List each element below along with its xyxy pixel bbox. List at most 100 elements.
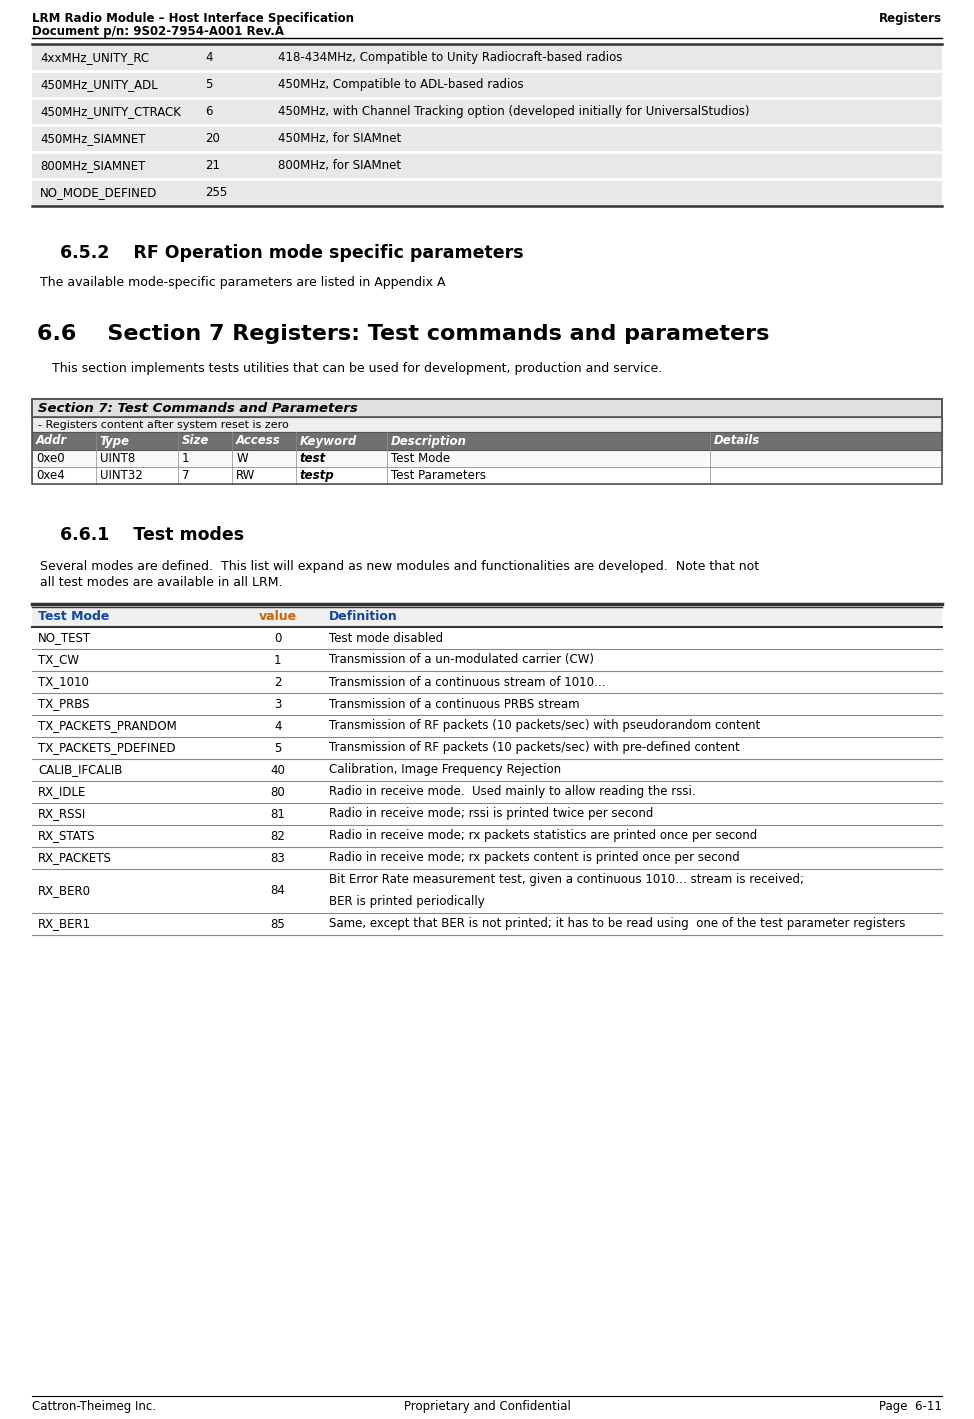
Text: 40: 40 (270, 763, 285, 776)
Text: BER is printed periodically: BER is printed periodically (329, 895, 485, 908)
Text: Transmission of a continuous PRBS stream: Transmission of a continuous PRBS stream (329, 698, 580, 711)
Text: LRM Radio Module – Host Interface Specification: LRM Radio Module – Host Interface Specif… (32, 11, 354, 26)
Text: TX_PRBS: TX_PRBS (38, 698, 90, 711)
Bar (32, 467, 942, 484)
Text: - Registers content after system reset is zero: - Registers content after system reset i… (38, 420, 288, 430)
Text: RX_STATS: RX_STATS (38, 830, 95, 843)
Text: 82: 82 (270, 830, 285, 843)
Text: RW: RW (237, 470, 255, 482)
Text: 0: 0 (274, 631, 281, 644)
Text: 4: 4 (274, 719, 281, 732)
Text: 800MHz, for SIAMnet: 800MHz, for SIAMnet (279, 159, 401, 172)
Bar (32, 71, 942, 98)
Text: Page  6-11: Page 6-11 (880, 1401, 942, 1413)
Text: Test mode disabled: Test mode disabled (329, 631, 443, 644)
Text: CALIB_IFCALIB: CALIB_IFCALIB (38, 763, 123, 776)
Text: value: value (259, 610, 297, 623)
Text: RX_IDLE: RX_IDLE (38, 786, 87, 799)
Text: 450MHz_UNITY_CTRACK: 450MHz_UNITY_CTRACK (40, 105, 181, 118)
Text: 255: 255 (206, 186, 228, 199)
Text: RX_BER0: RX_BER0 (38, 884, 91, 897)
Text: RX_RSSI: RX_RSSI (38, 807, 87, 820)
Text: Test Mode: Test Mode (391, 453, 450, 465)
Text: TX_1010: TX_1010 (38, 675, 89, 688)
Bar (32, 431, 942, 450)
Bar (32, 98, 942, 125)
Text: NO_TEST: NO_TEST (38, 631, 92, 644)
Text: Bit Error Rate measurement test, given a continuous 1010… stream is received;: Bit Error Rate measurement test, given a… (329, 874, 805, 887)
Text: Section 7: Test Commands and Parameters: Section 7: Test Commands and Parameters (38, 402, 357, 414)
Bar (32, 417, 942, 431)
Text: TX_PACKETS_PRANDOM: TX_PACKETS_PRANDOM (38, 719, 176, 732)
Text: Radio in receive mode; rx packets content is printed once per second: Radio in receive mode; rx packets conten… (329, 851, 740, 864)
Text: 81: 81 (270, 807, 285, 820)
Text: Radio in receive mode; rx packets statistics are printed once per second: Radio in receive mode; rx packets statis… (329, 830, 758, 843)
Bar (32, 179, 942, 206)
Text: Several modes are defined.  This list will expand as new modules and functionali: Several modes are defined. This list wil… (40, 561, 759, 573)
Text: 84: 84 (270, 884, 285, 897)
Text: 800MHz_SIAMNET: 800MHz_SIAMNET (40, 159, 145, 172)
Text: Cattron-Theimeg Inc.: Cattron-Theimeg Inc. (32, 1401, 156, 1413)
Text: Document p/n: 9S02-7954-A001 Rev.A: Document p/n: 9S02-7954-A001 Rev.A (32, 26, 284, 38)
Text: 4xxMHz_UNITY_RC: 4xxMHz_UNITY_RC (40, 51, 149, 64)
Bar (32, 607, 942, 627)
Text: 450MHz_SIAMNET: 450MHz_SIAMNET (40, 132, 145, 145)
Text: Calibration, Image Frequency Rejection: Calibration, Image Frequency Rejection (329, 763, 561, 776)
Text: 6.5.2    RF Operation mode specific parameters: 6.5.2 RF Operation mode specific paramet… (60, 244, 524, 263)
Text: Transmission of RF packets (10 packets/sec) with pseudorandom content: Transmission of RF packets (10 packets/s… (329, 719, 761, 732)
Text: 20: 20 (206, 132, 220, 145)
Text: 418-434MHz, Compatible to Unity Radiocraft-based radios: 418-434MHz, Compatible to Unity Radiocra… (279, 51, 622, 64)
Bar (32, 450, 942, 467)
Text: Type: Type (99, 434, 130, 447)
Text: Keyword: Keyword (300, 434, 357, 447)
Text: test: test (300, 453, 326, 465)
Text: W: W (237, 453, 247, 465)
Text: TX_CW: TX_CW (38, 654, 79, 667)
Text: The available mode-specific parameters are listed in Appendix A: The available mode-specific parameters a… (40, 277, 445, 289)
Text: 6.6    Section 7 Registers: Test commands and parameters: 6.6 Section 7 Registers: Test commands a… (37, 324, 769, 343)
Text: 450MHz, for SIAMnet: 450MHz, for SIAMnet (279, 132, 401, 145)
Text: 0xe4: 0xe4 (36, 470, 64, 482)
Text: Description: Description (391, 434, 467, 447)
Text: Addr: Addr (36, 434, 67, 447)
Text: Radio in receive mode.  Used mainly to allow reading the rssi.: Radio in receive mode. Used mainly to al… (329, 786, 695, 799)
Text: all test modes are available in all LRM.: all test modes are available in all LRM. (40, 576, 282, 589)
Text: 21: 21 (206, 159, 220, 172)
Text: TX_PACKETS_PDEFINED: TX_PACKETS_PDEFINED (38, 742, 175, 755)
Text: Transmission of a continuous stream of 1010…: Transmission of a continuous stream of 1… (329, 675, 606, 688)
Text: Radio in receive mode; rssi is printed twice per second: Radio in receive mode; rssi is printed t… (329, 807, 654, 820)
Text: 450MHz, Compatible to ADL-based radios: 450MHz, Compatible to ADL-based radios (279, 78, 524, 91)
Text: 80: 80 (271, 786, 285, 799)
Text: 6: 6 (206, 105, 213, 118)
Text: Proprietary and Confidential: Proprietary and Confidential (403, 1401, 571, 1413)
Bar (32, 44, 942, 71)
Text: Details: Details (714, 434, 760, 447)
Text: RX_PACKETS: RX_PACKETS (38, 851, 112, 864)
Text: 0xe0: 0xe0 (36, 453, 64, 465)
Text: Test Parameters: Test Parameters (391, 470, 486, 482)
Text: Access: Access (237, 434, 281, 447)
Text: NO_MODE_DEFINED: NO_MODE_DEFINED (40, 186, 158, 199)
Text: Registers: Registers (879, 11, 942, 26)
Text: 5: 5 (274, 742, 281, 755)
Bar (32, 399, 942, 417)
Text: UINT32: UINT32 (99, 470, 142, 482)
Text: 2: 2 (274, 675, 281, 688)
Bar (32, 399, 942, 484)
Text: 4: 4 (206, 51, 213, 64)
Text: Transmission of RF packets (10 packets/sec) with pre-defined content: Transmission of RF packets (10 packets/s… (329, 742, 740, 755)
Text: 1: 1 (181, 453, 189, 465)
Bar (32, 152, 942, 179)
Text: Transmission of a un-modulated carrier (CW): Transmission of a un-modulated carrier (… (329, 654, 594, 667)
Text: Size: Size (181, 434, 209, 447)
Text: RX_BER1: RX_BER1 (38, 918, 92, 931)
Text: Test Mode: Test Mode (38, 610, 109, 623)
Text: 1: 1 (274, 654, 281, 667)
Text: 450MHz, with Channel Tracking option (developed initially for UniversalStudios): 450MHz, with Channel Tracking option (de… (279, 105, 750, 118)
Text: 3: 3 (274, 698, 281, 711)
Bar (32, 125, 942, 152)
Text: Same, except that BER is not printed; it has to be read using  one of the test p: Same, except that BER is not printed; it… (329, 918, 906, 931)
Text: 7: 7 (181, 470, 189, 482)
Text: Definition: Definition (329, 610, 398, 623)
Text: 83: 83 (271, 851, 285, 864)
